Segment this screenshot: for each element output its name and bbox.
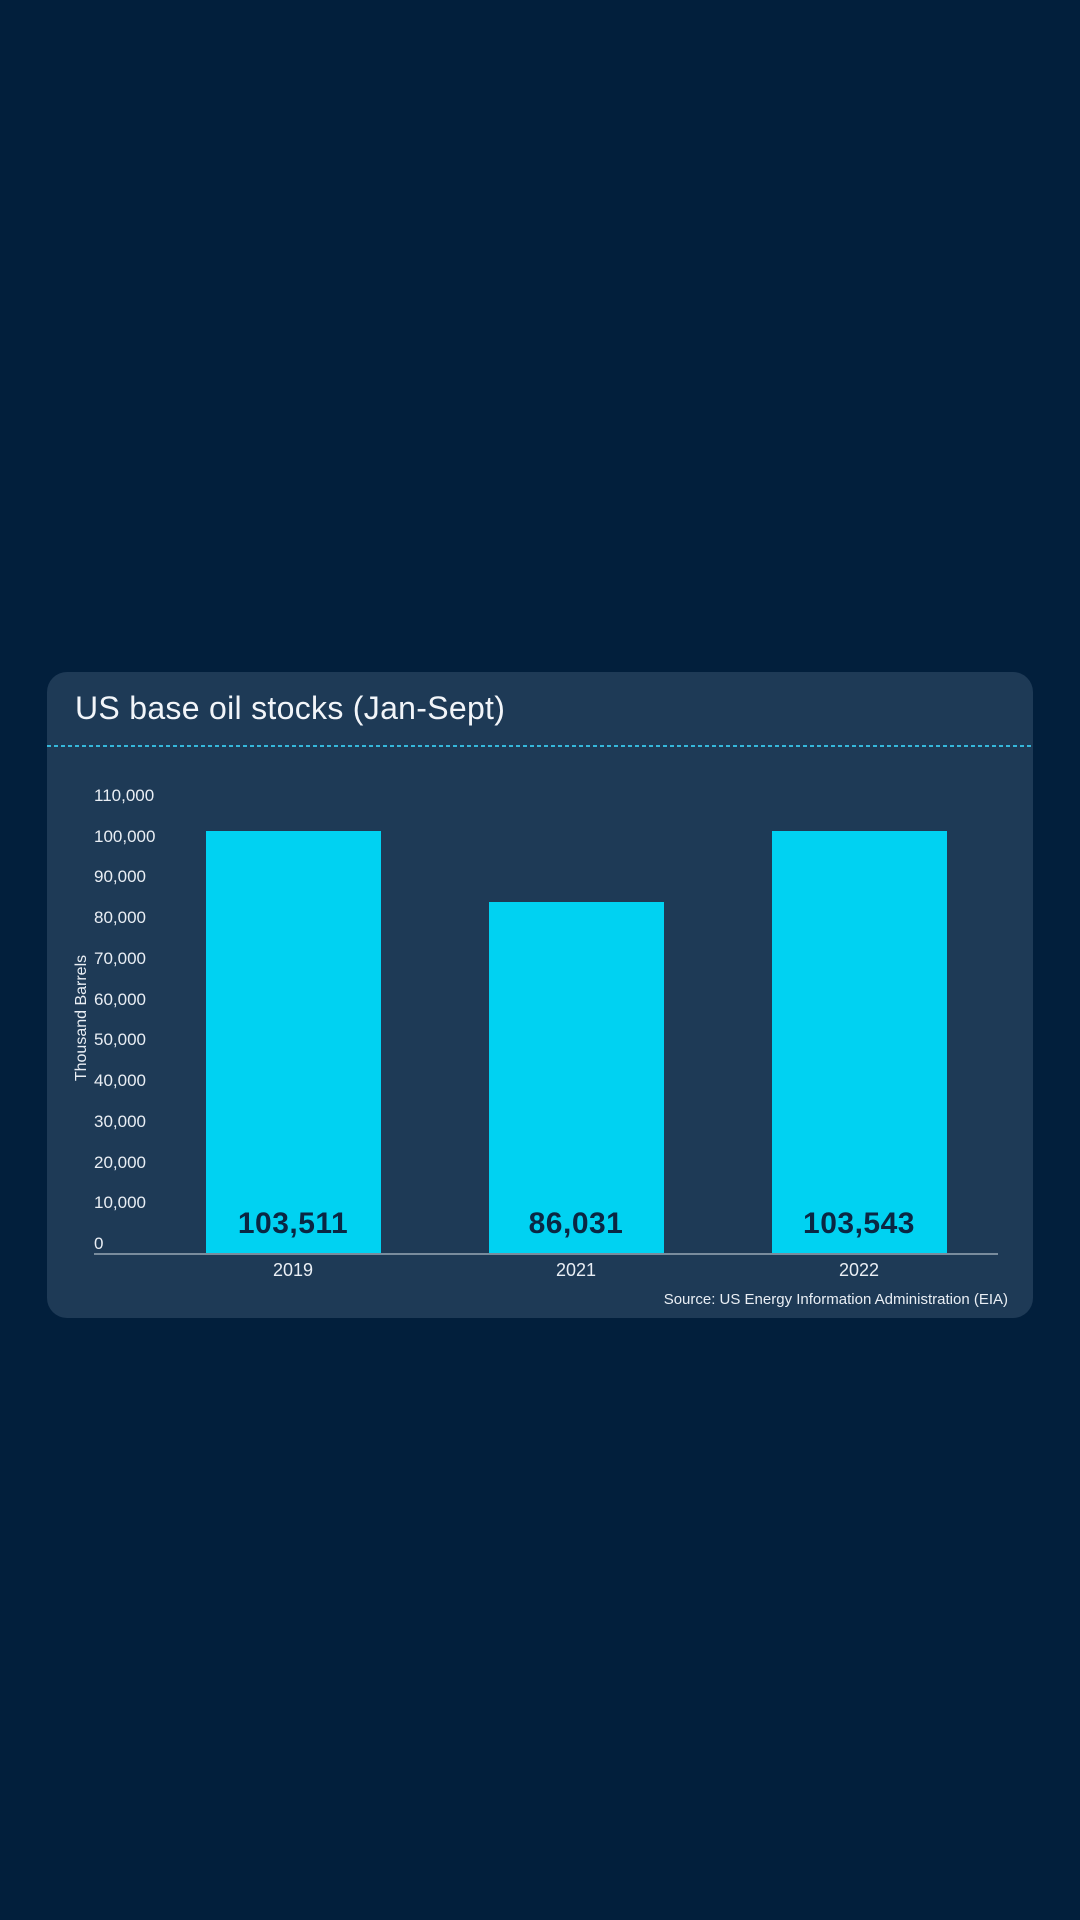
bar-2021: 86,031 [488,902,664,1253]
y-tick-label: 80,000 [94,908,146,927]
bar-2019: 103,511 [205,831,381,1253]
y-tick-label: 100,000 [94,826,156,846]
y-tick-label: 70,000 [94,948,146,968]
chart-title: US base oil stocks (Jan-Sept) [75,690,506,726]
bar-value-label: 103,543 [803,1207,915,1240]
y-tick-label: 30,000 [94,1111,146,1131]
y-tick-label: 110,000 [94,785,155,805]
x-tick-label: 2019 [272,1260,314,1280]
y-tick-label: 0 [94,1234,104,1253]
y-tick-label: 60,000 [94,989,146,1009]
x-axis-line [94,1253,998,1255]
bar-2022: 103,543 [771,831,947,1253]
y-tick-label: 50,000 [94,1030,146,1050]
x-tick-label: 2021 [555,1260,597,1280]
y-tick-label: 40,000 [94,1071,146,1090]
bar-value-label: 103,511 [237,1207,349,1240]
bar-value-label: 86,031 [528,1207,624,1240]
title-divider [47,745,1033,747]
y-tick-label: 10,000 [94,1193,146,1213]
bar-chart: Thousand Barrels 0 10,000 20,000 30,000 40,0… [47,672,1033,1318]
y-tick-label: 20,000 [94,1152,146,1172]
chart-card: US base oil stocks (Jan-Sept) Thousand B… [47,672,1033,1318]
y-tick-label: 90,000 [94,867,146,887]
source-note: Source: US Energy Information Administra… [663,1291,1008,1308]
x-tick-label: 2022 [838,1260,880,1280]
y-axis-title: Thousand Barrels [73,954,90,1082]
